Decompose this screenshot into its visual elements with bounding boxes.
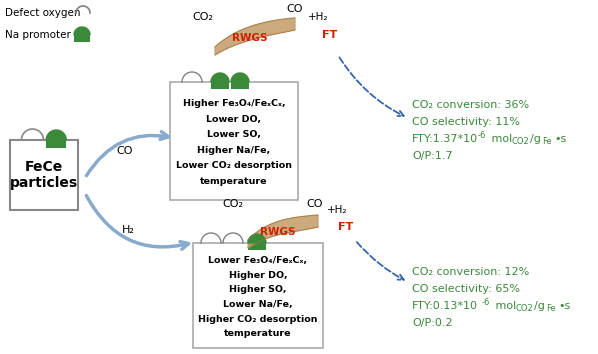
Text: FTY:1.37*10: FTY:1.37*10 <box>412 134 478 144</box>
Text: FTY:0.13*10: FTY:0.13*10 <box>412 301 478 311</box>
Text: FT: FT <box>338 222 353 232</box>
Text: •s: •s <box>558 301 570 311</box>
Text: mol: mol <box>488 134 512 144</box>
Text: •s: •s <box>554 134 566 144</box>
Text: O/P:1.7: O/P:1.7 <box>412 151 453 161</box>
Text: /g: /g <box>530 134 541 144</box>
Bar <box>74 35 90 42</box>
Text: Na promoter: Na promoter <box>5 30 71 40</box>
Bar <box>211 82 229 89</box>
Text: RWGS: RWGS <box>232 33 268 43</box>
Text: temperature: temperature <box>200 177 268 186</box>
Text: CO: CO <box>307 199 324 209</box>
Text: /g: /g <box>534 301 545 311</box>
Bar <box>193 243 323 348</box>
Text: Higher Na/Fe,: Higher Na/Fe, <box>197 146 271 155</box>
Text: Fe: Fe <box>542 137 551 146</box>
Bar <box>10 140 78 210</box>
Text: Higher Fe₃O₄/FeₓCₓ,: Higher Fe₃O₄/FeₓCₓ, <box>182 99 285 108</box>
Text: FT: FT <box>322 30 338 40</box>
Text: Higher SO,: Higher SO, <box>229 285 287 295</box>
Text: +H₂: +H₂ <box>327 205 347 215</box>
Text: Lower Fe₃O₄/FeₓCₓ,: Lower Fe₃O₄/FeₓCₓ, <box>209 257 307 266</box>
Text: CO₂: CO₂ <box>222 199 243 209</box>
Text: Lower CO₂ desorption: Lower CO₂ desorption <box>176 161 292 171</box>
Text: Higher DO,: Higher DO, <box>228 271 287 280</box>
Polygon shape <box>215 18 295 55</box>
Text: CO2: CO2 <box>516 304 534 313</box>
Polygon shape <box>248 215 318 248</box>
Text: RWGS: RWGS <box>260 227 296 237</box>
Bar <box>46 140 66 148</box>
Text: temperature: temperature <box>224 329 292 338</box>
Text: Higher CO₂ desorption: Higher CO₂ desorption <box>199 314 318 324</box>
Text: Lower DO,: Lower DO, <box>206 115 261 124</box>
Text: CO selectivity: 65%: CO selectivity: 65% <box>412 284 520 294</box>
Text: CO₂ conversion: 12%: CO₂ conversion: 12% <box>412 267 529 277</box>
Text: CO selectivity: 11%: CO selectivity: 11% <box>412 117 520 127</box>
Text: CO₂ conversion: 36%: CO₂ conversion: 36% <box>412 100 529 110</box>
Bar <box>248 243 266 250</box>
Text: -6: -6 <box>482 298 490 307</box>
Bar <box>231 82 249 89</box>
Polygon shape <box>74 27 90 35</box>
Text: CO2: CO2 <box>512 137 530 146</box>
Text: mol: mol <box>492 301 516 311</box>
Text: CO₂: CO₂ <box>193 12 213 22</box>
Text: H₂: H₂ <box>121 225 135 235</box>
Text: Fe: Fe <box>546 304 556 313</box>
Polygon shape <box>46 130 66 140</box>
Text: FeCe
particles: FeCe particles <box>10 160 78 190</box>
Text: Lower Na/Fe,: Lower Na/Fe, <box>223 300 293 309</box>
Polygon shape <box>211 73 229 82</box>
Text: +H₂: +H₂ <box>308 12 328 22</box>
Text: CO: CO <box>117 146 133 156</box>
Text: -6: -6 <box>478 131 486 140</box>
Text: CO: CO <box>287 4 303 14</box>
Bar <box>170 82 298 200</box>
Polygon shape <box>248 234 266 243</box>
Polygon shape <box>231 73 249 82</box>
Text: O/P:0.2: O/P:0.2 <box>412 318 453 328</box>
Text: Lower SO,: Lower SO, <box>207 131 261 139</box>
Text: Defect oxygen: Defect oxygen <box>5 8 81 18</box>
